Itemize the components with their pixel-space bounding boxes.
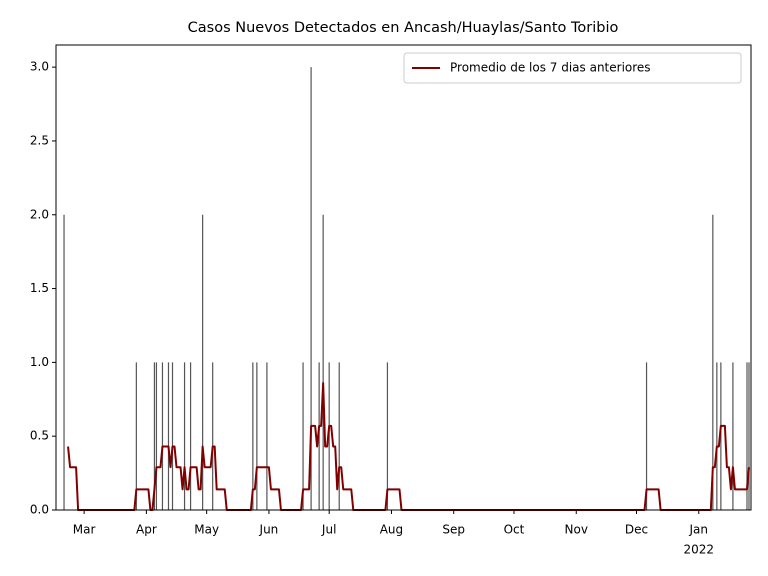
x-tick-label: Jan: [689, 523, 709, 537]
x-tick-label: May: [194, 523, 219, 537]
x-tick-label: Nov: [565, 523, 588, 537]
x-tick-label: Jul: [321, 523, 336, 537]
x-tick-label: Mar: [73, 523, 96, 537]
x-tick-label: Apr: [136, 523, 157, 537]
legend-label: Promedio de los 7 dias anteriores: [450, 61, 651, 75]
y-tick-label: 1.0: [30, 355, 49, 369]
x-tick-label: Oct: [504, 523, 525, 537]
y-tick-label: 0.0: [30, 503, 49, 517]
chart-title: Casos Nuevos Detectados en Ancash/Huayla…: [188, 20, 619, 36]
x-tick-label: Jun: [259, 523, 279, 537]
y-tick-label: 2.5: [30, 133, 49, 147]
y-tick-label: 0.5: [30, 429, 49, 443]
y-tick-label: 2.0: [30, 207, 49, 221]
plot-frame: [55, 44, 752, 511]
y-tick-label: 1.5: [30, 281, 49, 295]
legend-box: [403, 52, 742, 84]
x-tick-year: 2022: [684, 543, 715, 557]
x-tick-label: Sep: [442, 523, 465, 537]
x-tick-label: Aug: [380, 523, 403, 537]
y-tick-label: 3.0: [30, 60, 49, 74]
x-tick-label: Dec: [625, 523, 648, 537]
